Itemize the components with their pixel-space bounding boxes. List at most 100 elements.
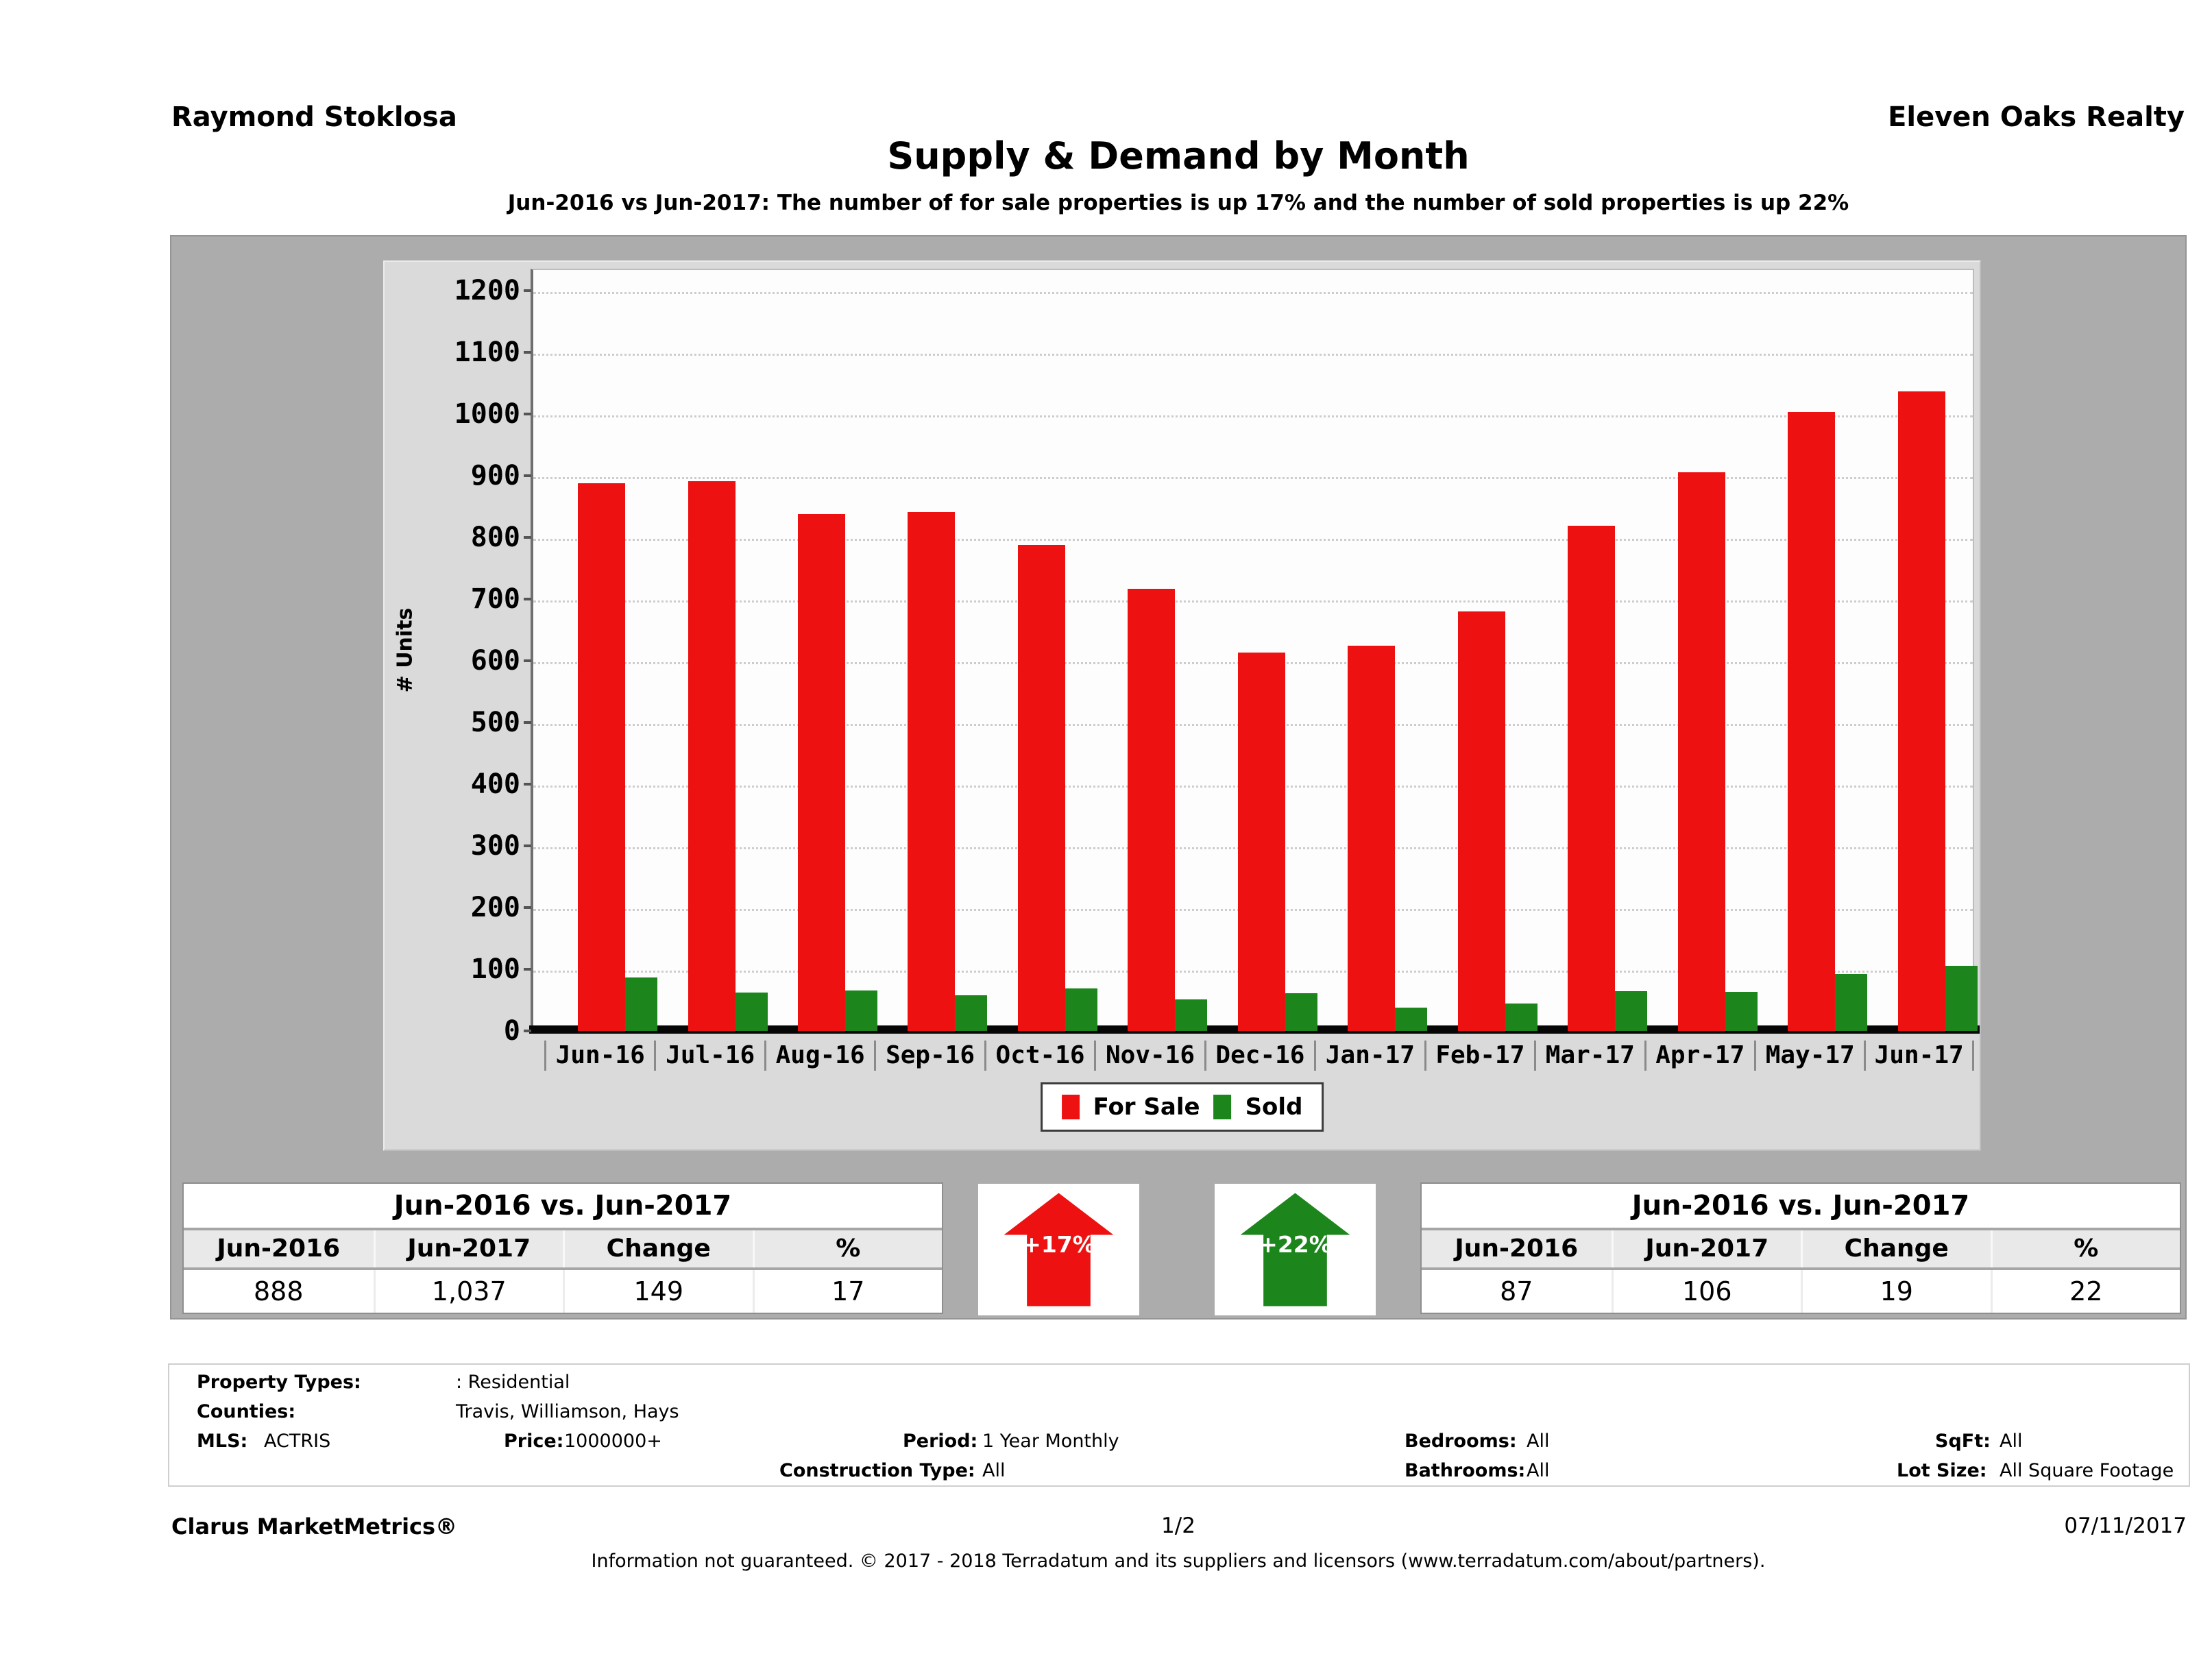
table-column-header: Change xyxy=(1801,1230,1991,1267)
mls-label: MLS: xyxy=(197,1431,248,1452)
x-tick-label: Jun-17 xyxy=(1864,1041,1974,1071)
table-cell-value: 106 xyxy=(1611,1270,1801,1313)
property-criteria-box: Property Types: : Residential Counties: … xyxy=(168,1363,2190,1487)
y-tick-mark xyxy=(524,659,531,662)
table-cell-value: 22 xyxy=(1990,1270,2180,1313)
table-column-header: Change xyxy=(563,1230,753,1267)
y-tick-label: 0 xyxy=(503,1015,520,1047)
for-sale-bar xyxy=(797,513,845,1031)
table-cell-value: 17 xyxy=(752,1270,943,1313)
for-sale-bar xyxy=(1128,588,1176,1031)
gridline xyxy=(533,539,1973,541)
y-tick-label: 300 xyxy=(470,830,520,862)
y-tick-mark xyxy=(524,721,531,724)
legend-label: Sold xyxy=(1245,1093,1303,1121)
y-tick-label: 700 xyxy=(470,583,520,615)
for-sale-bar xyxy=(688,481,736,1031)
for-sale-bar xyxy=(578,483,625,1031)
agent-name: Raymond Stoklosa xyxy=(171,101,457,133)
table-column-header: % xyxy=(752,1230,943,1267)
x-tick-label: Jun-16 xyxy=(544,1041,654,1071)
y-tick-label: 100 xyxy=(470,953,520,985)
for-sale-bar xyxy=(1897,391,1945,1031)
period-label: Period: xyxy=(903,1431,978,1452)
price-label: Price: xyxy=(504,1431,564,1452)
disclaimer: Information not guaranteed. © 2017 - 201… xyxy=(591,1551,1766,1572)
x-tick-label: Nov-16 xyxy=(1094,1041,1204,1071)
y-tick-label: 600 xyxy=(470,645,520,677)
x-tick-label: Apr-17 xyxy=(1644,1041,1754,1071)
for-sale-bar xyxy=(1677,472,1725,1031)
chart-legend: For Sale Sold xyxy=(1040,1082,1324,1132)
gridline xyxy=(533,354,1973,356)
sold-change-label: +22% xyxy=(1259,1231,1332,1258)
table-column-header: Jun-2017 xyxy=(373,1230,563,1267)
sold-bar xyxy=(1505,1004,1538,1031)
x-tick-label: Jan-17 xyxy=(1314,1041,1424,1071)
y-tick-mark xyxy=(524,351,531,354)
for-sale-bar xyxy=(1568,525,1616,1031)
x-tick-label: Feb-17 xyxy=(1424,1041,1534,1071)
sold-bar xyxy=(1395,1007,1428,1031)
lot-size-label: Lot Size: xyxy=(1897,1460,1987,1481)
y-tick-mark xyxy=(524,968,531,971)
y-tick-mark xyxy=(524,536,531,539)
sqft-value: All xyxy=(2000,1431,2023,1452)
y-tick-label: 400 xyxy=(470,768,520,800)
bathrooms-label: Bathrooms: xyxy=(1405,1460,1526,1481)
for-sale-bar xyxy=(908,512,956,1031)
for-sale-bar xyxy=(1237,653,1285,1031)
counties-label: Counties: xyxy=(197,1401,296,1422)
x-tick-label: Sep-16 xyxy=(874,1041,984,1071)
sold-bar xyxy=(735,993,768,1031)
y-tick-label: 500 xyxy=(470,707,520,738)
y-tick-mark xyxy=(524,598,531,600)
y-tick-mark xyxy=(524,783,531,786)
table-cell-value: 888 xyxy=(253,1276,304,1306)
for-sale-bar xyxy=(1788,412,1836,1031)
plot-area xyxy=(529,269,1980,1034)
table-cell-value: 19 xyxy=(1801,1270,1991,1313)
sold-bar xyxy=(844,990,877,1031)
x-tick-label: Aug-16 xyxy=(764,1041,874,1071)
table-header-row: Jun-2016 Jun-2017 Change% xyxy=(184,1230,942,1267)
construction-type-label: Construction Type: xyxy=(779,1460,975,1481)
y-tick-label: 1200 xyxy=(454,275,520,306)
y-tick-mark xyxy=(524,474,531,477)
x-tick-label: May-17 xyxy=(1753,1041,1864,1071)
table-value-row: 888 1,037 149 17 xyxy=(184,1270,942,1313)
x-tick-label: Dec-16 xyxy=(1204,1041,1314,1071)
lot-size-value: All Square Footage xyxy=(2000,1460,2174,1481)
sold-summary-table: Jun-2016 vs. Jun-2017 Jun-2016 Jun-2017 Ch… xyxy=(1420,1182,2181,1314)
y-tick-label: 800 xyxy=(470,522,520,553)
sold-bar xyxy=(625,977,657,1031)
x-axis-labels: Jun-16 Jul-16 Aug-16 Sep-16 Oct-16 Nov-16 Dec-… xyxy=(544,1041,1974,1071)
sold-bar xyxy=(1285,993,1317,1031)
table-cell-value: 149 xyxy=(563,1270,753,1313)
table-column-header: Jun-2017 xyxy=(1611,1230,1801,1267)
gridline xyxy=(533,600,1973,603)
property-types-value: : Residential xyxy=(456,1372,570,1393)
x-tick-label: Jul-16 xyxy=(654,1041,764,1071)
report-date: 07/11/2017 xyxy=(2064,1513,2187,1538)
y-tick-label: 900 xyxy=(470,460,520,491)
for-sale-change-label: +17% xyxy=(1022,1231,1095,1258)
sqft-label: SqFt: xyxy=(1935,1431,1991,1452)
y-tick-mark xyxy=(524,844,531,847)
table-column-header: Jun-2016 xyxy=(1455,1235,1579,1263)
counties-value: Travis, Williamson, Hays xyxy=(456,1401,679,1422)
table-title: Jun-2016 vs. Jun-2017 xyxy=(184,1184,942,1228)
for-sale-summary-table: Jun-2016 vs. Jun-2017 Jun-2016 Jun-2017 Ch… xyxy=(182,1182,943,1314)
y-tick-mark xyxy=(524,906,531,909)
y-tick-mark xyxy=(524,413,531,415)
table-value-row: 87 106 19 22 xyxy=(1422,1270,2180,1313)
chart-container: # Units 0 100 200 300 400 500 600 700 800 900 1000… xyxy=(170,235,2187,1320)
property-types-label: Property Types: xyxy=(197,1372,361,1393)
table-column-header: % xyxy=(1990,1230,2180,1267)
bedrooms-label: Bedrooms: xyxy=(1405,1431,1517,1452)
y-tick-label: 1100 xyxy=(454,337,520,368)
price-value: 1000000+ xyxy=(564,1431,662,1452)
y-tick-mark xyxy=(524,1030,531,1032)
sold-bar xyxy=(1615,990,1648,1031)
sold-bar xyxy=(1175,999,1208,1031)
